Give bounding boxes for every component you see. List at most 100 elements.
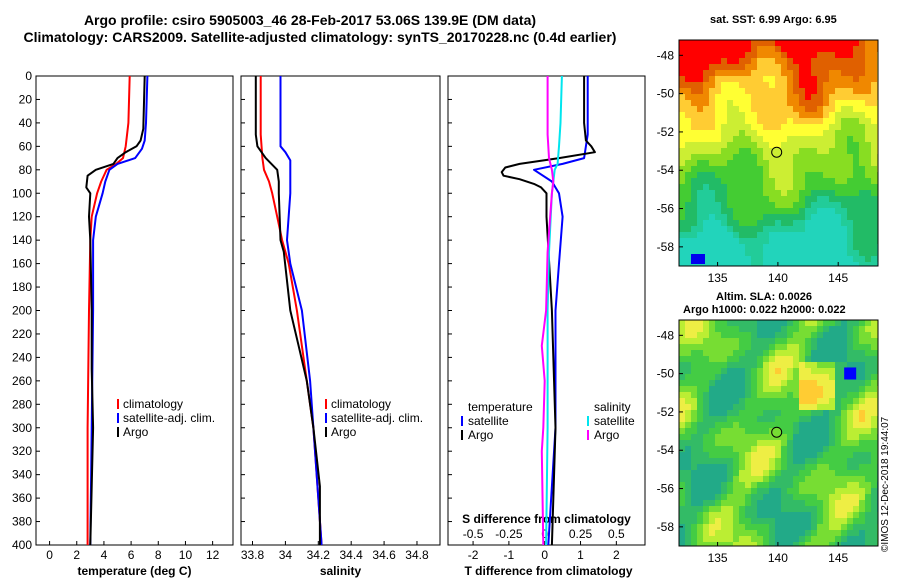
map-cell [745, 368, 751, 374]
map-cell [709, 172, 715, 178]
map-cell [751, 440, 757, 446]
map-cell [763, 506, 769, 512]
map-cell [733, 214, 739, 220]
map-cell [835, 256, 841, 262]
map-cell [799, 518, 805, 524]
map-cell [793, 130, 799, 136]
map-cell [679, 518, 685, 524]
map-cell [859, 40, 865, 46]
map-cell [859, 386, 865, 392]
map-cell [727, 410, 733, 416]
map-cell [841, 470, 847, 476]
map-cell [853, 494, 859, 500]
map-cell [847, 166, 853, 172]
map-cell [865, 500, 871, 506]
map-cell [685, 82, 691, 88]
map-cell [841, 58, 847, 64]
map-cell [685, 226, 691, 232]
map-cell [685, 506, 691, 512]
map-cell [703, 464, 709, 470]
map-cell [727, 58, 733, 64]
map-cell [823, 482, 829, 488]
map-cell [691, 422, 697, 428]
map-cell [793, 166, 799, 172]
map-cell [871, 344, 877, 350]
map-cell [811, 94, 817, 100]
map-cell [805, 250, 811, 256]
map-cell [775, 356, 781, 362]
map-cell [871, 386, 877, 392]
map-cell [847, 344, 853, 350]
map-cell [841, 88, 847, 94]
map-cell [709, 88, 715, 94]
map-cell [685, 124, 691, 130]
map-cell [823, 256, 829, 262]
map-cell [805, 112, 811, 118]
map-cell [787, 374, 793, 380]
map-cell [823, 76, 829, 82]
map-cell [733, 518, 739, 524]
map-cell [859, 106, 865, 112]
map-cell [847, 226, 853, 232]
map-cell [775, 88, 781, 94]
map-cell [871, 500, 877, 506]
x2-tick-label: 0.5 [608, 527, 625, 541]
map-cell [829, 94, 835, 100]
map-cell [745, 344, 751, 350]
map-cell [841, 202, 847, 208]
map-cell [859, 88, 865, 94]
map-cell [691, 476, 697, 482]
map-cell [841, 440, 847, 446]
map-cell [811, 428, 817, 434]
map-cell [739, 380, 745, 386]
map-cell [745, 208, 751, 214]
map-cell [841, 262, 847, 266]
map-cell [721, 112, 727, 118]
map-cell [739, 214, 745, 220]
map-cell [865, 386, 871, 392]
map-cell [769, 160, 775, 166]
map-cell [715, 214, 721, 220]
map-cell [727, 530, 733, 536]
map-cell [703, 362, 709, 368]
map-cell [787, 356, 793, 362]
map-cell [757, 52, 763, 58]
map-cell [745, 470, 751, 476]
panel-frame [240, 75, 441, 546]
map-cell [745, 214, 751, 220]
map-cell [829, 500, 835, 506]
map-cell [733, 130, 739, 136]
map-cell [751, 338, 757, 344]
map-cell [685, 320, 691, 326]
map-cell [691, 452, 697, 458]
map-cell [817, 238, 823, 244]
map-cell [871, 506, 877, 512]
map-cell [763, 338, 769, 344]
map-cell [685, 118, 691, 124]
map-cell [769, 82, 775, 88]
map-cell [703, 244, 709, 250]
map-cell [853, 392, 859, 398]
map-cell [829, 524, 835, 530]
map-cell [799, 40, 805, 46]
map-cell [799, 344, 805, 350]
map-cell [787, 130, 793, 136]
map-cell [811, 124, 817, 130]
map-cell [775, 470, 781, 476]
map-cell [859, 512, 865, 518]
x-tick-label: -2 [468, 548, 479, 562]
map-cell [721, 40, 727, 46]
map-cell [787, 112, 793, 118]
map-cell [715, 380, 721, 386]
map-cell [829, 506, 835, 512]
map-cell [745, 416, 751, 422]
map-cell [853, 488, 859, 494]
map-cell [757, 374, 763, 380]
map-cell [871, 392, 877, 398]
map-cell [871, 518, 877, 524]
map-cell [757, 166, 763, 172]
map-cell [727, 476, 733, 482]
map-cell [817, 332, 823, 338]
map-cell [859, 356, 865, 362]
map-cell [853, 94, 859, 100]
